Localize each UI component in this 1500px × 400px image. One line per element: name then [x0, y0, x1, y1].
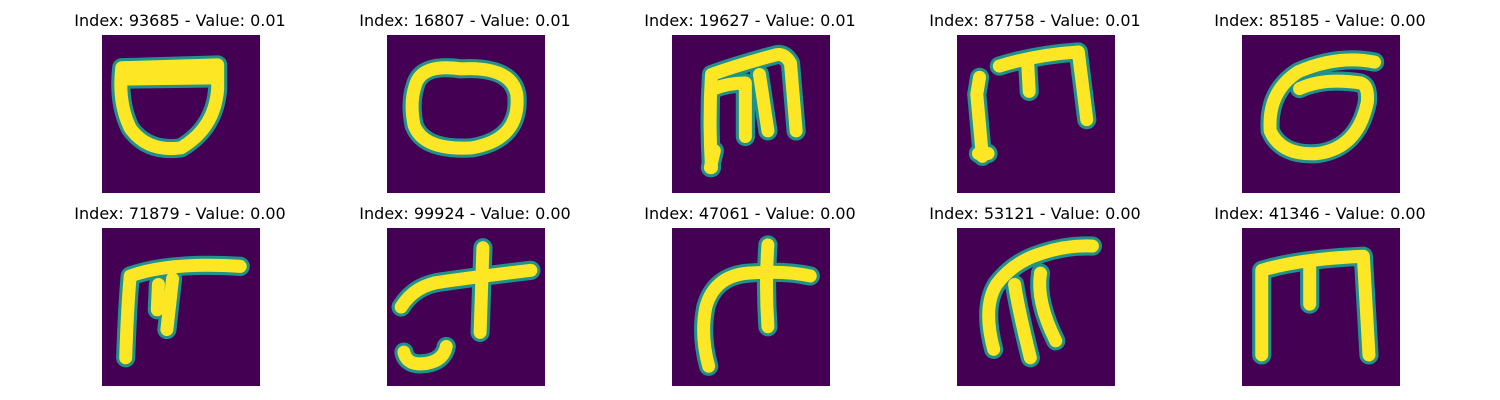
heatmap-tile [102, 35, 260, 193]
glyph-strokes [694, 235, 820, 376]
glyph-strokes [111, 55, 228, 159]
panel-title: Index: 85185 - Value: 0.00 [1214, 11, 1426, 30]
glyph-stroke [119, 258, 247, 365]
glyph-stroke [703, 144, 721, 175]
glyph-stroke [473, 241, 490, 339]
panel-title: Index: 16807 - Value: 0.01 [359, 11, 571, 30]
panel-title: Index: 53121 - Value: 0.00 [929, 204, 1141, 223]
glyph-stroke [1008, 277, 1037, 365]
panel-title: Index: 93685 - Value: 0.01 [74, 11, 286, 30]
glyph-strokes [979, 236, 1103, 368]
glyph-strokes [1252, 246, 1379, 365]
glyph-stroke [1021, 53, 1036, 98]
panel-title: Index: 19627 - Value: 0.01 [644, 11, 856, 30]
glyph-stroke [1263, 53, 1382, 161]
panel-title: Index: 87758 - Value: 0.01 [929, 11, 1141, 30]
heatmap-tile [1242, 228, 1400, 386]
glyph-stroke [752, 68, 775, 138]
panel-title: Index: 71879 - Value: 0.00 [74, 204, 286, 223]
heatmap-tile [957, 228, 1115, 386]
heatmap-tile [1242, 35, 1400, 193]
heatmap-tile [387, 35, 545, 193]
glyph-stroke [150, 277, 165, 317]
glyph-strokes [1260, 50, 1385, 164]
tile-background [672, 228, 830, 386]
glyph-stroke [707, 76, 752, 144]
glyph-stroke [760, 238, 775, 334]
panel-title: Index: 41346 - Value: 0.00 [1214, 204, 1426, 223]
glyph-stroke [160, 272, 180, 337]
glyph-stroke [982, 239, 1099, 356]
heatmap-tile [387, 228, 545, 386]
heatmap-tile [957, 35, 1115, 193]
panel-title: Index: 47061 - Value: 0.00 [644, 204, 856, 223]
glyph-strokes [402, 58, 527, 158]
glyph-strokes [391, 238, 541, 374]
glyph-stroke [992, 45, 1094, 127]
heatmap-tile [102, 228, 260, 386]
glyph-stroke [114, 58, 225, 156]
glyph-stroke [118, 71, 222, 86]
glyph-stroke [405, 61, 524, 155]
glyph-stroke [703, 48, 803, 175]
glyph-strokes [700, 44, 806, 178]
heatmap-tile [672, 228, 830, 386]
glyph-stroke [697, 265, 817, 373]
glyph-strokes [116, 255, 250, 368]
panel-title: Index: 99924 - Value: 0.00 [359, 204, 571, 223]
glyph-stroke [394, 263, 538, 314]
glyph-strokes [967, 42, 1097, 166]
heatmap-tile [672, 35, 830, 193]
glyph-stroke [970, 70, 989, 163]
glyph-stroke [1255, 249, 1376, 362]
glyph-stroke [1033, 266, 1063, 348]
glyph-stroke [397, 340, 453, 371]
